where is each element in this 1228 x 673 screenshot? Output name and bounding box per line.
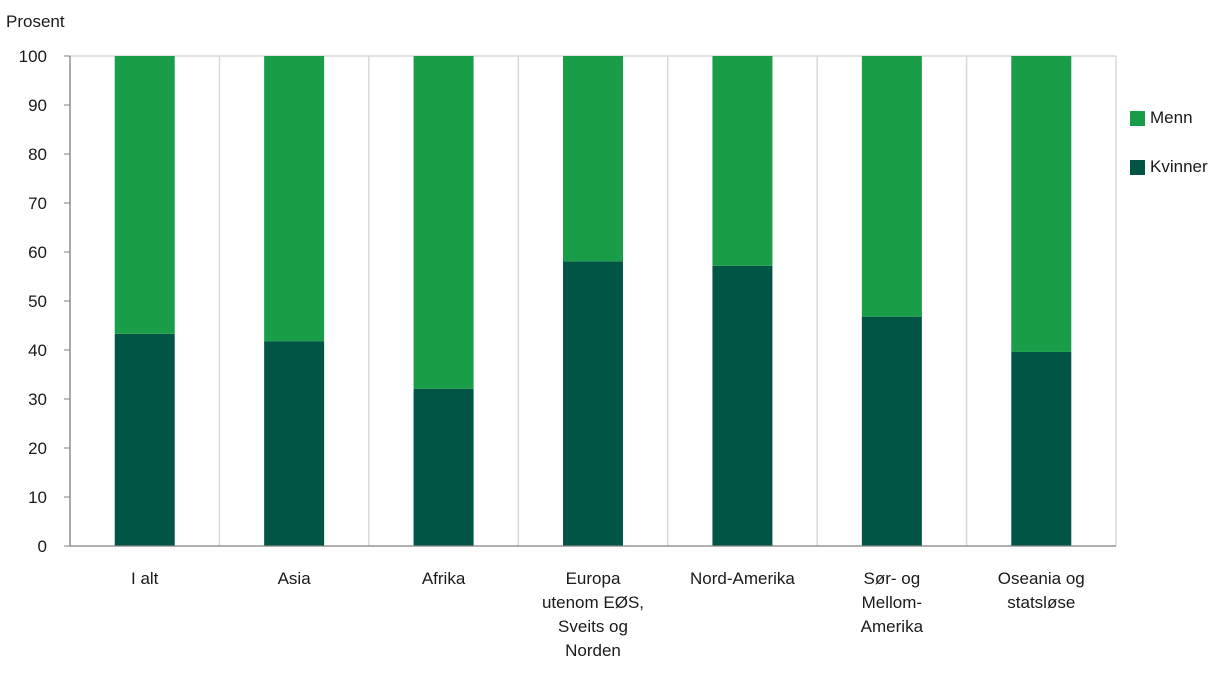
bar-menn-1 xyxy=(114,56,175,334)
legend: Menn Kvinner xyxy=(1130,108,1208,206)
y-tick-label: 20 xyxy=(28,439,47,458)
x-tick-label: Afrika xyxy=(422,569,466,588)
bar-menn-4 xyxy=(563,56,623,262)
y-tick-label: 80 xyxy=(28,145,47,164)
y-axis-title: Prosent xyxy=(6,12,65,31)
y-tick-label: 100 xyxy=(19,47,47,66)
legend-item-menn: Menn xyxy=(1130,108,1208,128)
y-tick-label: 90 xyxy=(28,96,47,115)
bar-menn-3 xyxy=(413,56,474,389)
y-tick-label: 70 xyxy=(28,194,47,213)
bar-kvinner-5 xyxy=(712,265,773,546)
x-tick-label: Oseania og statsløse xyxy=(998,569,1085,612)
bar-kvinner-7 xyxy=(1011,351,1072,546)
x-tick-label: Europa utenom EØS, Sveits og Norden xyxy=(542,569,644,660)
x-tick-label: I alt xyxy=(131,569,159,588)
bar-kvinner-1 xyxy=(114,333,175,546)
legend-item-kvinner: Kvinner xyxy=(1130,157,1208,177)
legend-swatch-menn xyxy=(1130,110,1145,126)
x-axis-ticks: I alt Asia Afrika Europa utenom EØS, Sveits o… xyxy=(131,569,1085,660)
y-tick-label: 0 xyxy=(38,537,47,556)
bar-menn-6 xyxy=(861,56,922,317)
x-tick-label: Nord-Amerika xyxy=(690,569,795,588)
bar-kvinner-4 xyxy=(563,261,623,546)
bar-kvinner-2 xyxy=(264,341,325,546)
x-tick-label: Sør- og Mellom-Amerika xyxy=(861,569,924,636)
bar-menn-7 xyxy=(1011,56,1072,352)
y-tick-label: 10 xyxy=(28,488,47,507)
y-tick-label: 40 xyxy=(28,341,47,360)
y-tick-label: 50 xyxy=(28,292,47,311)
legend-label-menn: Menn xyxy=(1150,108,1193,127)
bars xyxy=(114,56,1072,546)
y-tick-label: 30 xyxy=(28,390,47,409)
legend-swatch-kvinner xyxy=(1130,159,1145,175)
legend-label-kvinner: Kvinner xyxy=(1150,157,1208,176)
y-tick-label: 60 xyxy=(28,243,47,262)
bar-menn-5 xyxy=(712,56,773,266)
bar-kvinner-6 xyxy=(861,316,922,546)
bar-menn-2 xyxy=(264,56,325,342)
x-tick-label: Asia xyxy=(278,569,312,588)
y-axis-ticks: 0 10 20 30 40 50 60 70 80 90 100 xyxy=(19,47,1116,556)
bar-kvinner-3 xyxy=(413,388,474,546)
